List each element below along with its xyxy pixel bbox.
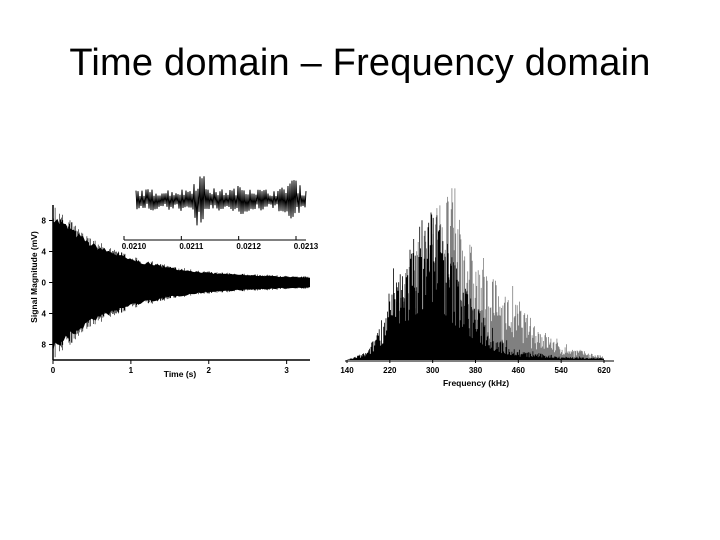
inset-tick-label: 0.0211 <box>179 242 204 251</box>
freq-tick-label: 620 <box>597 366 611 375</box>
freq-tick-label: 300 <box>426 366 440 375</box>
frequency-domain-chart: 140 220 300 380 460 540 620 Frequency (kHz) <box>340 188 614 388</box>
x-tick-label: 1 <box>129 366 134 375</box>
freq-tick-label: 220 <box>383 366 397 375</box>
inset-tick-label: 0.0213 <box>294 242 319 251</box>
x-tick-label: 3 <box>284 366 289 375</box>
inset-trace <box>135 176 307 226</box>
time-domain-inset-chart: 0.0210 0.0211 0.0212 0.0213 <box>122 176 319 251</box>
y-tick-label: 4 <box>42 248 47 257</box>
x-tick-label: 0 <box>51 366 56 375</box>
slide-title: Time domain – Frequency domain <box>69 42 651 84</box>
y-tick-label: 4 <box>42 310 47 319</box>
y-tick-label: 0 <box>42 279 47 288</box>
inset-signal <box>135 176 307 226</box>
time-domain-signal <box>52 207 310 358</box>
y-tick-label: 8 <box>42 217 47 226</box>
frequency-bars-black <box>347 212 604 360</box>
frequency-series-black <box>347 212 604 360</box>
inset-tick-label: 0.0210 <box>122 242 147 251</box>
time-domain-x-label: Time (s) <box>164 369 197 379</box>
freq-tick-label: 380 <box>469 366 483 375</box>
freq-tick-label: 140 <box>340 366 354 375</box>
signal-trace <box>52 207 310 358</box>
inset-tick-label: 0.0212 <box>236 242 261 251</box>
time-domain-chart: 0 1 2 3 8 4 0 4 8 Time (s) Signal Magnitude (mV… <box>29 205 310 379</box>
freq-tick-label: 540 <box>554 366 568 375</box>
x-tick-label: 2 <box>207 366 212 375</box>
frequency-x-label: Frequency (kHz) <box>443 378 509 388</box>
freq-tick-label: 460 <box>512 366 526 375</box>
frequency-core-fill <box>347 301 604 360</box>
y-tick-label: 8 <box>42 341 47 350</box>
time-domain-y-label: Signal Magnitude (mV) <box>29 231 39 323</box>
